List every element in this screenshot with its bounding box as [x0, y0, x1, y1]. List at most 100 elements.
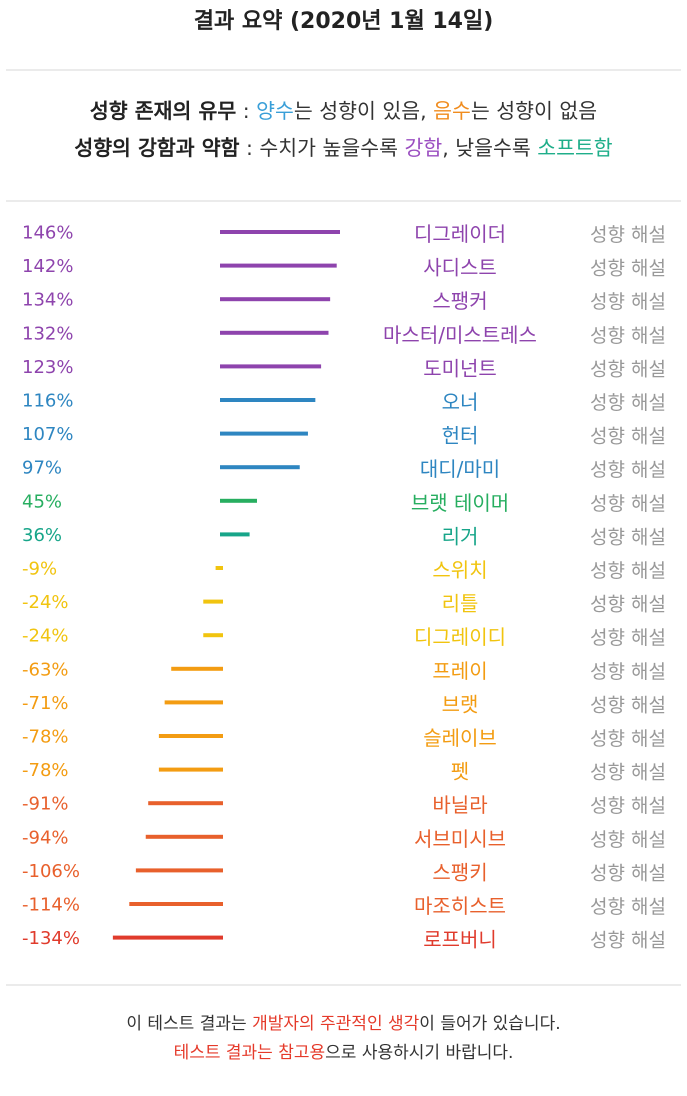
value-label: 134%: [22, 290, 73, 311]
bar-row: 97% 대디/마미 성향 해설: [22, 457, 666, 481]
category-label: 바닐라: [432, 793, 487, 817]
bar: [148, 801, 223, 806]
value-label: 107%: [22, 424, 73, 445]
explanation-link[interactable]: 성향 해설: [590, 358, 666, 380]
bar-row: -24% 리틀 성향 해설: [22, 592, 666, 616]
bar-row: -91% 바닐라 성향 해설: [22, 793, 666, 817]
bar-row: -9% 스위치 성향 해설: [22, 558, 666, 582]
category-label: 로프버니: [423, 928, 497, 952]
bar-row: -94% 서브미시브 성향 해설: [22, 827, 666, 851]
bar: [220, 431, 308, 436]
bar-row: 116% 오너 성향 해설: [22, 390, 666, 414]
bar: [135, 868, 223, 873]
value-label: -78%: [22, 727, 69, 748]
category-label: 스위치: [432, 558, 487, 582]
bar: [215, 566, 223, 570]
explanation-link[interactable]: 성향 해설: [590, 560, 666, 582]
category-label: 리거: [442, 524, 479, 548]
legend-positive-text: 는 성향이 있음,: [293, 99, 434, 123]
value-label: -106%: [22, 861, 80, 882]
bar-row: 134% 스팽커 성향 해설: [22, 289, 666, 313]
category-label: 펫: [451, 760, 469, 784]
bar: [220, 330, 329, 335]
value-label: 146%: [22, 223, 73, 244]
bar: [220, 230, 340, 234]
legend-soft-word: 소프트함: [537, 136, 613, 160]
explanation-link[interactable]: 성향 해설: [590, 930, 666, 952]
category-label: 헌터: [442, 424, 479, 448]
legend-positive-word: 양수: [256, 99, 294, 123]
legend-strength-heading: 성향의 강함과 약함: [74, 136, 240, 160]
bar: [220, 263, 337, 268]
value-label: 123%: [22, 357, 73, 378]
bar: [220, 465, 300, 470]
explanation-link[interactable]: 성향 해설: [590, 493, 666, 515]
footer-disclaimer-2: 테스트 결과는 참고용으로 사용하시기 바랍니다.: [0, 1040, 687, 1067]
explanation-link[interactable]: 성향 해설: [590, 291, 666, 313]
bar-row: 107% 헌터 성향 해설: [22, 424, 666, 448]
category-label: 브랫: [442, 692, 479, 716]
bar: [145, 834, 223, 839]
footer-text-c: 이 들어가 있습니다.: [419, 1014, 561, 1034]
bar-row: 45% 브랫 테이머 성향 해설: [22, 491, 666, 515]
bar: [220, 398, 316, 402]
value-label: 45%: [22, 491, 62, 512]
explanation-link[interactable]: 성향 해설: [590, 795, 666, 817]
explanation-link[interactable]: 성향 해설: [590, 392, 666, 414]
explanation-link[interactable]: 성향 해설: [590, 594, 666, 616]
value-label: 132%: [22, 323, 73, 344]
value-label: -9%: [22, 559, 57, 580]
bar-row: -71% 브랫 성향 해설: [22, 692, 666, 716]
explanation-link[interactable]: 성향 해설: [590, 627, 666, 649]
footer-highlight-reference: 테스트 결과는 참고용: [173, 1043, 326, 1063]
explanation-link[interactable]: 성향 해설: [590, 526, 666, 548]
bar-row: 146% 디그레이더 성향 해설: [22, 222, 666, 246]
bar: [203, 599, 223, 604]
bar-row: 132% 마스터/미스트레스 성향 해설: [22, 323, 666, 347]
explanation-link[interactable]: 성향 해설: [590, 829, 666, 851]
explanation-link[interactable]: 성향 해설: [590, 694, 666, 716]
bar-row: 142% 사디스트 성향 해설: [22, 256, 666, 280]
explanation-link[interactable]: 성향 해설: [590, 896, 666, 918]
explanation-link[interactable]: 성향 해설: [590, 224, 666, 246]
explanation-link[interactable]: 성향 해설: [590, 258, 666, 280]
bar: [112, 935, 223, 940]
footer-disclaimer-1: 이 테스트 결과는 개발자의 주관적인 생각이 들어가 있습니다.: [0, 1011, 687, 1038]
bar: [220, 364, 322, 369]
bar-row: -78% 슬레이브 성향 해설: [22, 726, 666, 750]
page-title: 결과 요약 (2020년 1월 14일): [193, 9, 494, 34]
value-label: 36%: [22, 525, 62, 546]
bar: [203, 633, 223, 638]
category-label: 오너: [442, 390, 479, 414]
legend-line-existence: 성향 존재의 유무 : 양수는 성향이 있음, 음수는 성향이 없음: [0, 94, 687, 128]
value-label: -134%: [22, 928, 80, 949]
explanation-link[interactable]: 성향 해설: [590, 862, 666, 884]
bar-row: -114% 마조히스트 성향 해설: [22, 894, 666, 918]
category-label: 사디스트: [423, 256, 497, 280]
bar: [158, 767, 223, 772]
category-label: 서브미시브: [414, 827, 506, 851]
value-label: -78%: [22, 760, 69, 781]
bar: [220, 498, 257, 503]
explanation-link[interactable]: 성향 해설: [590, 459, 666, 481]
legend-negative-text: 는 성향이 없음: [470, 99, 598, 123]
explanation-link[interactable]: 성향 해설: [590, 325, 666, 347]
category-label: 마스터/미스트레스: [383, 323, 537, 347]
explanation-link[interactable]: 성향 해설: [590, 728, 666, 750]
bar-row: -24% 디그레이디 성향 해설: [22, 625, 666, 649]
value-label: 97%: [22, 458, 62, 479]
category-label: 스팽키: [432, 860, 487, 884]
footer-highlight-subjective: 개발자의 주관적인 생각: [252, 1014, 420, 1034]
value-label: -91%: [22, 794, 69, 815]
explanation-link[interactable]: 성향 해설: [590, 762, 666, 784]
legend-strength-text: : 수치가 높을수록: [239, 136, 405, 160]
legend-existence-heading: 성향 존재의 유무: [89, 99, 237, 123]
footer-text-d: 으로 사용하시기 바랍니다.: [325, 1043, 514, 1063]
value-label: 142%: [22, 256, 73, 277]
bar: [164, 700, 223, 705]
bar: [220, 532, 250, 537]
explanation-link[interactable]: 성향 해설: [590, 661, 666, 683]
explanation-link[interactable]: 성향 해설: [590, 426, 666, 448]
bar-row: 123% 도미넌트 성향 해설: [22, 356, 666, 380]
legend-strength-mid: , 낮을수록: [442, 136, 538, 160]
